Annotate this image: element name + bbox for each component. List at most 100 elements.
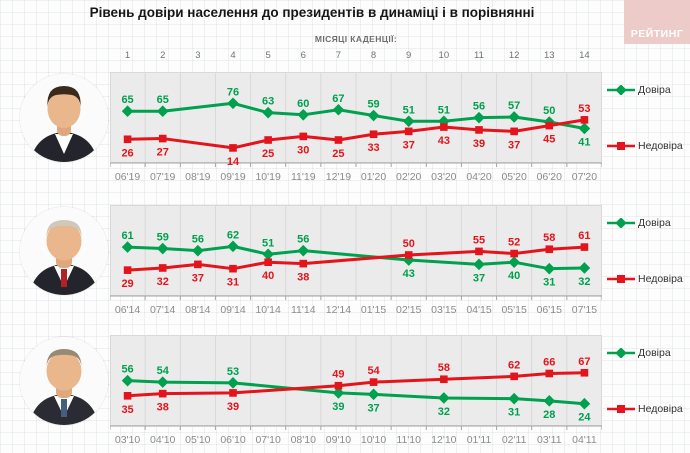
- x-axis-label: 04'20: [466, 171, 492, 183]
- month-number: 5: [265, 50, 271, 61]
- x-axis-label: 03'11: [537, 434, 562, 446]
- data-point: [121, 105, 134, 117]
- data-label: 31: [227, 277, 239, 289]
- data-point: [229, 264, 237, 273]
- legend-item-distrust: Недовіра: [607, 140, 690, 152]
- legend-item-trust: Довіра: [607, 347, 690, 359]
- x-axis-label: 01'20: [361, 171, 387, 183]
- data-label: 53: [578, 103, 590, 115]
- yanukovych-portrait-icon: [20, 337, 108, 425]
- x-axis-label: 11'14: [291, 304, 316, 316]
- data-label: 27: [157, 147, 169, 159]
- data-label: 67: [578, 356, 590, 368]
- data-point: [580, 116, 589, 124]
- data-point: [510, 127, 518, 136]
- month-number: 10: [438, 50, 450, 61]
- data-label: 61: [121, 230, 133, 242]
- x-axis-label: 01'11: [467, 434, 492, 446]
- months-caption: МІСЯЦІ КАДЕНЦІЇ:: [314, 34, 398, 44]
- x-axis-label: 09'19: [220, 171, 246, 183]
- data-label: 29: [121, 278, 133, 290]
- data-label: 52: [508, 237, 520, 249]
- data-label: 38: [297, 272, 309, 284]
- trust-chart-poroshenko: 06'14 07'14 08'14 09'14 10'14 11'14 12'14 01'15…: [110, 205, 602, 316]
- data-label: 76: [227, 86, 239, 98]
- data-label: 38: [157, 402, 169, 414]
- trust-line-icon: [607, 348, 635, 358]
- trust-line-icon: [607, 85, 635, 95]
- x-axis-label: 10'19: [255, 171, 281, 183]
- data-point: [440, 123, 448, 131]
- data-point: [545, 245, 554, 254]
- distrust-line-icon: [607, 275, 635, 283]
- x-axis-label: 05'20: [501, 171, 527, 183]
- data-point: [264, 258, 272, 266]
- data-point: [123, 266, 132, 274]
- data-label: 58: [438, 362, 450, 374]
- x-axis-label: 12'14: [326, 304, 352, 316]
- data-point: [121, 241, 134, 253]
- data-point: [229, 389, 237, 397]
- data-point: [369, 378, 378, 386]
- trust-chart-zelensky: 06'19 07'19 08'19 09'19 10'19 11'19 12'19 01'20…: [110, 72, 602, 183]
- data-point: [299, 132, 308, 141]
- x-axis-label: 05'15: [501, 304, 527, 316]
- x-axis-label: 06'19: [115, 171, 141, 183]
- x-axis-label: 10'10: [361, 434, 387, 446]
- x-axis-label: 08'10: [291, 434, 317, 446]
- x-axis-label: 08'14: [185, 304, 211, 316]
- data-label: 62: [227, 229, 239, 241]
- data-label: 37: [367, 402, 379, 414]
- data-point: [158, 264, 167, 272]
- month-number: 14: [579, 50, 590, 61]
- data-label: 66: [543, 356, 555, 368]
- data-label: 59: [157, 232, 169, 244]
- trust-line-icon: [607, 218, 635, 228]
- legend-item-distrust: Недовіра: [607, 403, 690, 415]
- chart-row-yanukovych: 03'10 04'10 05'10 06'10 07'10 08'10 09'10 10'10…: [0, 335, 690, 453]
- data-label: 65: [121, 94, 133, 106]
- month-number: 6: [300, 50, 306, 61]
- data-label: 49: [332, 369, 344, 381]
- data-point: [262, 248, 274, 261]
- data-label: 37: [192, 272, 204, 284]
- x-axis-label: 11'10: [396, 434, 421, 446]
- x-axis-label: 12'10: [431, 434, 457, 446]
- month-number: 4: [230, 50, 236, 61]
- data-label: 61: [578, 230, 590, 242]
- distrust-line-icon: [607, 142, 635, 150]
- data-label: 24: [578, 412, 591, 424]
- month-number: 3: [195, 50, 201, 61]
- data-point: [334, 136, 343, 144]
- x-axis-label: 03'20: [431, 171, 457, 183]
- x-axis-label: 04'11: [572, 434, 597, 446]
- x-axis-label: 07'14: [150, 304, 176, 316]
- data-point: [510, 372, 518, 381]
- data-label: 45: [543, 134, 555, 146]
- data-label: 37: [473, 272, 485, 284]
- chart-legend-yanukovych: Довіра Недовіра: [607, 347, 690, 415]
- data-label: 51: [403, 104, 415, 116]
- chart-legend-zelensky: Довіра Недовіра: [607, 84, 690, 152]
- data-label: 56: [473, 101, 485, 113]
- trust-chart-yanukovych: 03'10 04'10 05'10 06'10 07'10 08'10 09'10 10'10…: [110, 335, 602, 446]
- data-label: 32: [578, 276, 590, 288]
- poroshenko-portrait: [20, 207, 108, 295]
- month-number: 12: [508, 50, 520, 61]
- x-axis-label: 10'14: [255, 304, 281, 316]
- zelensky-portrait: [20, 74, 108, 162]
- data-point: [404, 127, 413, 136]
- x-axis-label: 01'15: [361, 304, 387, 316]
- x-axis-label: 08'19: [185, 171, 211, 183]
- data-label: 41: [578, 136, 590, 148]
- data-label: 57: [508, 100, 520, 112]
- month-number: 9: [406, 50, 412, 61]
- data-label: 58: [543, 232, 555, 244]
- data-label: 40: [508, 270, 520, 282]
- x-axis-label: 07'15: [572, 304, 598, 316]
- legend-distrust-label: Недовіра: [638, 403, 683, 415]
- data-label: 56: [192, 234, 204, 246]
- data-point: [158, 134, 167, 143]
- data-label: 63: [262, 96, 274, 108]
- data-label: 28: [543, 409, 555, 421]
